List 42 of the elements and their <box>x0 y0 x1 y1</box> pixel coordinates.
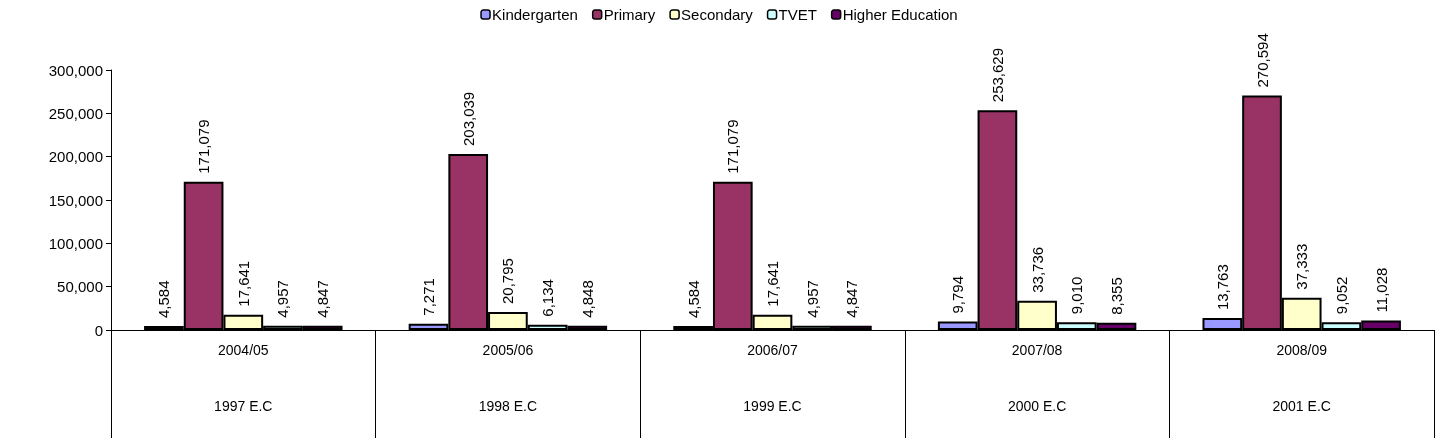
data-label: 17,641 <box>234 260 252 307</box>
data-label: 270,594 <box>1253 33 1271 88</box>
y-tick-label: 0 <box>94 321 103 339</box>
data-label: 4,584 <box>684 280 702 319</box>
y-tick-label: 300,000 <box>48 61 103 79</box>
data-label: 11,028 <box>1372 267 1390 313</box>
data-label: 4,584 <box>155 280 173 319</box>
category-label: 2006/07 1999 E.C <box>743 342 802 414</box>
data-label: 171,079 <box>195 119 213 174</box>
legend-label: Secondary <box>681 6 754 23</box>
y-tick-label: 200,000 <box>48 148 103 166</box>
data-label: 8,355 <box>1107 277 1125 315</box>
data-label: 171,079 <box>724 119 742 174</box>
data-label: 9,010 <box>1068 276 1086 315</box>
category-label: 2004/05 1997 E.C <box>214 342 273 414</box>
category-label: 2005/06 1998 E.C <box>478 342 538 414</box>
data-label: 20,795 <box>499 258 517 304</box>
y-tick-label: 100,000 <box>48 234 103 252</box>
y-tick-label: 50,000 <box>57 278 103 296</box>
legend-label: Kindergarten <box>492 6 578 23</box>
data-label: 6,134 <box>539 279 557 317</box>
data-label: 9,794 <box>949 275 967 314</box>
legend-label: Primary <box>603 6 656 23</box>
data-label: 4,848 <box>578 280 596 318</box>
data-label: 7,271 <box>420 278 438 316</box>
y-tick-label: 250,000 <box>48 104 103 122</box>
data-label: 4,957 <box>274 280 292 318</box>
data-label: 4,957 <box>803 280 821 318</box>
legend-label: TVET <box>778 6 817 23</box>
category-label: 2007/08 2000 E.C <box>1007 342 1067 414</box>
data-label: 13,763 <box>1213 264 1231 311</box>
data-label: 253,629 <box>988 47 1006 103</box>
legend-label: Higher Education <box>842 6 958 23</box>
data-label: 17,641 <box>764 260 781 307</box>
data-label: 203,039 <box>459 91 477 147</box>
category-label: 2008/09 2001 E.C <box>1272 342 1331 414</box>
data-label: 37,333 <box>1293 243 1311 290</box>
data-label: 9,052 <box>1332 276 1350 315</box>
data-label: 4,847 <box>314 280 332 318</box>
data-label: 4,847 <box>843 280 861 318</box>
data-label: 33,736 <box>1028 246 1046 293</box>
y-tick-label: 150,000 <box>48 191 103 209</box>
